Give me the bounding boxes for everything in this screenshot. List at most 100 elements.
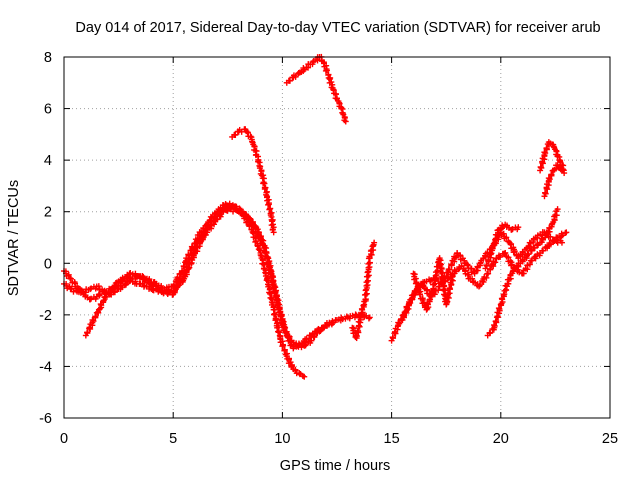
data-point-dense <box>510 249 517 256</box>
data-point-dense <box>90 318 97 325</box>
data-point-dense <box>257 251 264 258</box>
data-point-dense <box>407 300 414 307</box>
data-point-dense <box>408 295 415 302</box>
data-point-dense <box>519 250 526 257</box>
data-point-dense <box>180 263 187 270</box>
data-point-dense <box>542 150 549 157</box>
data-point-dense <box>416 291 423 298</box>
data-point <box>508 226 515 233</box>
data-point-dense <box>254 242 261 249</box>
data-point-dense <box>543 145 550 152</box>
data-point-dense <box>547 233 554 240</box>
data-point-dense <box>246 222 253 229</box>
data-point-dense <box>266 206 273 213</box>
data-point-dense <box>265 201 272 208</box>
data-point-dense <box>256 247 263 254</box>
data-point <box>515 224 522 231</box>
data-point-dense <box>363 290 370 297</box>
data-point <box>563 229 570 236</box>
data-point-dense <box>275 329 282 336</box>
data-point-dense <box>84 329 91 336</box>
data-point-dense <box>262 269 269 276</box>
data-point-dense <box>244 218 251 225</box>
data-point-dense <box>426 296 433 303</box>
data-point <box>554 206 561 213</box>
data-point <box>366 314 373 321</box>
data-point-dense <box>292 366 299 373</box>
data-point-dense <box>511 248 518 255</box>
y-tick-label: 6 <box>44 102 52 118</box>
data-point-dense <box>65 271 72 278</box>
data-point-dense <box>502 249 509 256</box>
data-point-dense <box>280 320 287 327</box>
data-point-dense <box>249 138 256 145</box>
data-point-dense <box>492 318 499 325</box>
data-point-dense <box>439 269 446 276</box>
data-point-dense <box>158 282 165 289</box>
data-point-dense <box>550 143 557 150</box>
data-point-dense <box>420 299 427 306</box>
data-point-dense <box>464 261 471 268</box>
data-point <box>342 118 349 125</box>
x-tick-label: 10 <box>274 431 290 447</box>
data-point-dense <box>500 291 507 298</box>
data-point-dense <box>528 257 535 264</box>
data-point-dense <box>497 253 504 260</box>
data-point-dense <box>287 359 294 366</box>
data-point-dense <box>546 176 553 183</box>
data-point-dense <box>330 86 337 93</box>
data-point-dense <box>389 334 396 341</box>
data-point-dense <box>323 67 330 74</box>
data-point-dense <box>244 129 251 136</box>
data-point-dense <box>288 363 295 370</box>
data-point-dense <box>490 240 497 247</box>
data-point-dense <box>477 260 484 267</box>
data-point-dense <box>360 302 367 309</box>
data-point-dense <box>526 261 533 268</box>
data-point <box>87 286 94 293</box>
data-point-dense <box>492 259 499 266</box>
data-point-dense <box>487 329 494 336</box>
data-point-dense <box>236 206 243 213</box>
data-point-dense <box>185 251 192 258</box>
data-point-dense <box>273 294 280 301</box>
data-point-dense <box>266 285 273 292</box>
data-point-dense <box>268 268 275 275</box>
data-point-dense <box>191 240 198 247</box>
data-point-dense <box>129 275 136 282</box>
data-point-dense <box>171 281 178 288</box>
data-point-dense <box>469 275 476 282</box>
data-point-dense <box>365 315 372 322</box>
x-tick-label: 25 <box>602 431 618 447</box>
data-point-dense <box>249 220 256 227</box>
data-point-dense <box>284 333 291 340</box>
data-point-dense <box>485 270 492 277</box>
data-point-dense <box>396 320 403 327</box>
data-point-dense <box>100 298 107 305</box>
data-point-dense <box>328 79 335 86</box>
data-point-dense <box>363 312 370 319</box>
x-tick-label: 15 <box>384 431 400 447</box>
data-point-dense <box>123 281 130 288</box>
data-point-dense <box>171 288 178 295</box>
data-point-dense <box>483 262 490 269</box>
data-point-dense <box>548 171 555 178</box>
x-axis-ticks: 0 5 10 15 20 25 <box>60 57 618 447</box>
y-tick-label: -6 <box>39 411 52 427</box>
data-point-dense <box>319 325 326 332</box>
data-point <box>329 319 336 326</box>
data-point-dense <box>542 189 549 196</box>
data-point-dense <box>280 342 287 349</box>
data-point-dense <box>557 166 564 173</box>
data-point-dense <box>438 264 445 271</box>
data-point <box>558 239 565 246</box>
data-point-dense <box>274 319 281 326</box>
data-point-dense <box>446 285 453 292</box>
y-axis-label: SDTVAR / TECUs <box>6 180 22 296</box>
y-tick-label: -2 <box>39 308 52 324</box>
data-point-dense <box>477 281 484 288</box>
y-axis-ticks: -6 -4 -2 0 2 4 6 8 <box>39 50 610 427</box>
data-point <box>270 229 277 236</box>
data-point-dense <box>286 77 293 84</box>
